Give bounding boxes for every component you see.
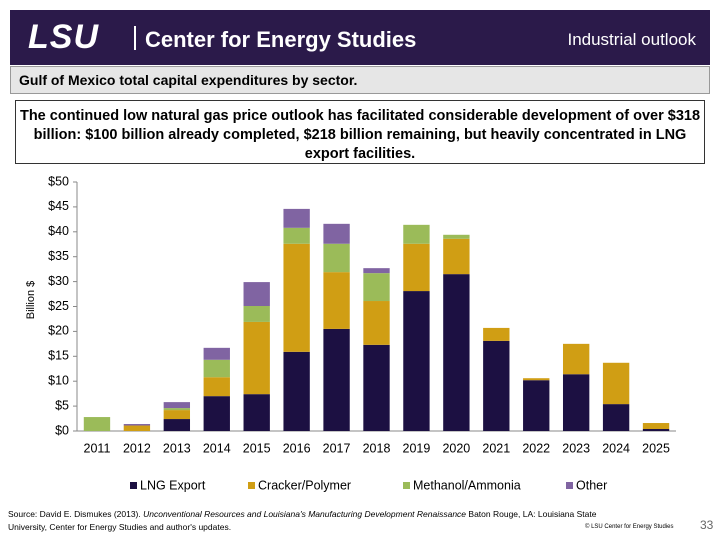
bar-segment	[562, 343, 590, 375]
bar-segment	[243, 321, 270, 395]
y-tick-label: $30	[48, 274, 69, 288]
x-tick-label: 2020	[442, 441, 470, 455]
page-number: 33	[700, 518, 714, 532]
x-tick-label: 2018	[363, 441, 391, 455]
bar-segment	[163, 410, 191, 420]
x-tick-label: 2022	[522, 441, 550, 455]
section-title: Industrial outlook	[567, 30, 696, 49]
bar-segment	[323, 328, 350, 431]
bar-segment	[323, 243, 350, 273]
x-tick-label: 2016	[283, 441, 311, 455]
legend-label: Cracker/Polymer	[258, 478, 351, 492]
bar-segment	[163, 402, 191, 409]
center-name: Center for Energy Studies	[145, 27, 417, 52]
bar-segment	[602, 362, 630, 405]
y-tick-label: $20	[48, 324, 69, 338]
bar-segment	[203, 359, 230, 378]
bar-segment	[523, 378, 550, 381]
bar-segment	[363, 301, 390, 345]
summary: The continued low natural gas price outl…	[15, 100, 705, 164]
x-tick-label: 2025	[642, 441, 670, 455]
y-tick-label: $50	[48, 174, 69, 188]
x-tick-label: 2014	[203, 441, 231, 455]
bar-segment	[642, 423, 670, 430]
y-axis-title: Billion $	[25, 281, 37, 320]
bar-segment	[203, 347, 230, 360]
x-tick-label: 2024	[602, 441, 630, 455]
legend-swatch	[566, 482, 573, 489]
legend-swatch	[248, 482, 255, 489]
legend-label: Other	[576, 478, 607, 492]
bar-segment	[123, 425, 151, 431]
bar-segment	[443, 274, 470, 431]
x-tick-label: 2013	[163, 441, 191, 455]
bar-segment	[243, 282, 270, 307]
bar-segment	[403, 243, 430, 292]
x-tick-label: 2019	[403, 441, 431, 455]
bar-segment	[203, 396, 230, 431]
legend-swatch	[403, 482, 410, 489]
source-prefix: Source: David E. Dismukes (2013).	[8, 509, 144, 519]
bar-segment	[483, 327, 510, 341]
x-tick-label: 2021	[482, 441, 510, 455]
bar-segment	[323, 223, 350, 244]
bar-segment	[243, 306, 270, 322]
y-tick-label: $45	[48, 199, 69, 213]
bar-segment	[203, 377, 230, 397]
bar-segment	[243, 394, 270, 431]
bar-segment	[562, 374, 590, 431]
y-tick-label: $5	[55, 398, 69, 412]
x-tick-label: 2023	[562, 441, 590, 455]
slide-title: Gulf of Mexico total capital expenditure…	[10, 66, 710, 94]
bar-segment	[283, 351, 310, 431]
bar-segment	[642, 429, 670, 431]
legend-label: Methanol/Ammonia	[413, 478, 521, 492]
bar-segment	[443, 238, 470, 275]
bar-segment	[363, 273, 390, 302]
header: LSU Center for Energy Studies Industrial…	[10, 10, 710, 65]
y-tick-label: $25	[48, 299, 69, 313]
bar-segment	[443, 234, 470, 239]
bar-segment	[283, 208, 310, 228]
bar-segment	[602, 404, 630, 431]
legend-label: LNG Export	[140, 478, 206, 492]
logo: LSU	[28, 18, 99, 56]
bar-segment	[83, 417, 111, 431]
bar-segment	[123, 424, 151, 426]
bar-segment	[363, 344, 390, 431]
bar-segment	[403, 224, 430, 244]
x-tick-label: 2017	[323, 441, 351, 455]
bar-segment	[283, 227, 310, 244]
source-title: Unconventional Resources and Louisiana's…	[143, 509, 467, 519]
source: Source: David E. Dismukes (2013). Unconv…	[8, 508, 608, 534]
bar-segment	[483, 340, 510, 431]
x-tick-label: 2011	[84, 441, 111, 455]
separator	[134, 26, 136, 50]
x-tick-label: 2015	[243, 441, 271, 455]
bar-segment	[523, 380, 550, 431]
y-tick-label: $0	[55, 423, 69, 437]
y-tick-label: $15	[48, 349, 69, 363]
bar-segment	[323, 272, 350, 329]
bar-segment	[163, 408, 191, 411]
bar-segment	[403, 291, 430, 431]
copyright: © LSU Center for Energy Studies	[585, 524, 674, 530]
y-tick-label: $10	[48, 373, 69, 387]
y-tick-label: $35	[48, 249, 69, 263]
bar-segment	[163, 419, 191, 431]
x-tick-label: 2012	[123, 441, 151, 455]
bar-segment	[283, 243, 310, 352]
legend-swatch	[130, 482, 137, 489]
y-tick-label: $40	[48, 224, 69, 238]
source-suffix: Baton Rouge, LA: Louisiana State Univers…	[8, 509, 597, 532]
bar-segment	[363, 268, 390, 274]
